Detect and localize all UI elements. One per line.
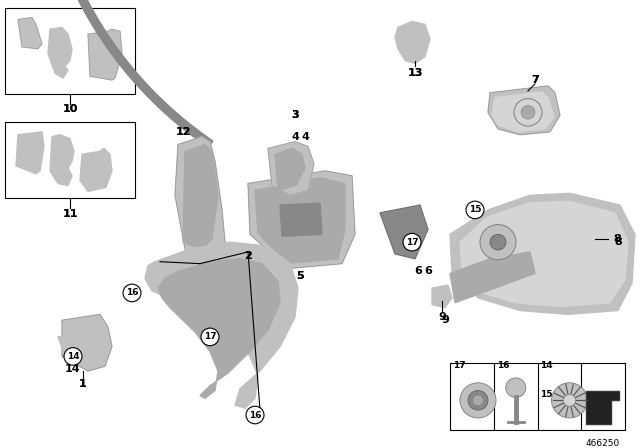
Text: 2: 2 [244, 251, 252, 261]
Text: 12: 12 [175, 127, 191, 137]
Text: 5: 5 [296, 271, 304, 281]
Text: 1: 1 [79, 379, 87, 389]
Polygon shape [62, 314, 112, 371]
Text: 15: 15 [468, 206, 481, 215]
Polygon shape [380, 205, 428, 259]
Polygon shape [58, 332, 105, 357]
Text: 13: 13 [407, 68, 422, 78]
Text: 16: 16 [497, 361, 509, 370]
Circle shape [521, 105, 535, 119]
Text: 10: 10 [62, 104, 77, 114]
Polygon shape [492, 92, 554, 132]
Text: 8: 8 [614, 237, 622, 247]
Text: 10: 10 [62, 104, 77, 114]
Text: 466250: 466250 [586, 439, 620, 448]
Polygon shape [395, 22, 430, 64]
Circle shape [552, 383, 588, 418]
Circle shape [490, 234, 506, 250]
Text: 3: 3 [291, 110, 299, 120]
Text: 7: 7 [531, 75, 539, 85]
Text: 1: 1 [79, 379, 87, 389]
Text: 17: 17 [406, 238, 419, 247]
Circle shape [201, 328, 219, 346]
Circle shape [403, 233, 421, 251]
Text: 16: 16 [249, 410, 261, 419]
Polygon shape [16, 132, 44, 174]
Polygon shape [450, 194, 635, 314]
Polygon shape [183, 145, 218, 249]
Polygon shape [450, 252, 535, 303]
Circle shape [246, 406, 264, 424]
Bar [5, 8, 135, 94]
Polygon shape [175, 137, 225, 259]
Polygon shape [280, 203, 322, 236]
Circle shape [460, 383, 496, 418]
Text: 4: 4 [301, 132, 309, 142]
Circle shape [466, 201, 484, 219]
Polygon shape [432, 285, 452, 308]
Polygon shape [248, 171, 355, 268]
Text: 6: 6 [424, 267, 432, 276]
Circle shape [514, 99, 542, 126]
Text: 2: 2 [244, 251, 252, 261]
Circle shape [473, 396, 483, 405]
Polygon shape [50, 135, 74, 185]
Polygon shape [275, 148, 305, 190]
Bar [5, 122, 135, 198]
Circle shape [506, 378, 525, 397]
Circle shape [480, 224, 516, 260]
Text: 9: 9 [438, 312, 446, 323]
Text: 5: 5 [296, 271, 304, 281]
Text: 16: 16 [125, 289, 138, 297]
Text: 14: 14 [67, 352, 79, 361]
Polygon shape [255, 178, 345, 263]
Text: 4: 4 [291, 132, 299, 142]
Text: 8: 8 [613, 234, 621, 244]
Text: 6: 6 [414, 267, 422, 276]
Text: 17: 17 [453, 361, 466, 370]
Text: 11: 11 [62, 209, 77, 219]
Text: 11: 11 [62, 209, 77, 219]
Polygon shape [460, 201, 628, 306]
Polygon shape [488, 86, 560, 135]
Polygon shape [158, 259, 280, 398]
Polygon shape [18, 17, 42, 49]
Text: 14: 14 [541, 361, 553, 370]
Polygon shape [586, 391, 620, 424]
Text: 15: 15 [541, 390, 553, 400]
Text: 3: 3 [291, 110, 299, 120]
Circle shape [563, 395, 575, 406]
Polygon shape [48, 27, 72, 78]
Polygon shape [80, 148, 112, 191]
Circle shape [123, 284, 141, 302]
Polygon shape [145, 242, 298, 408]
Text: 9: 9 [441, 315, 449, 325]
Polygon shape [268, 142, 314, 195]
Text: 12: 12 [175, 127, 191, 137]
Circle shape [64, 348, 82, 365]
Polygon shape [36, 0, 213, 147]
Text: 14: 14 [65, 364, 81, 374]
Text: 17: 17 [204, 332, 216, 341]
Text: 7: 7 [531, 75, 539, 85]
Text: 13: 13 [407, 68, 422, 78]
Polygon shape [88, 29, 122, 80]
Circle shape [468, 391, 488, 410]
Bar [450, 363, 625, 430]
